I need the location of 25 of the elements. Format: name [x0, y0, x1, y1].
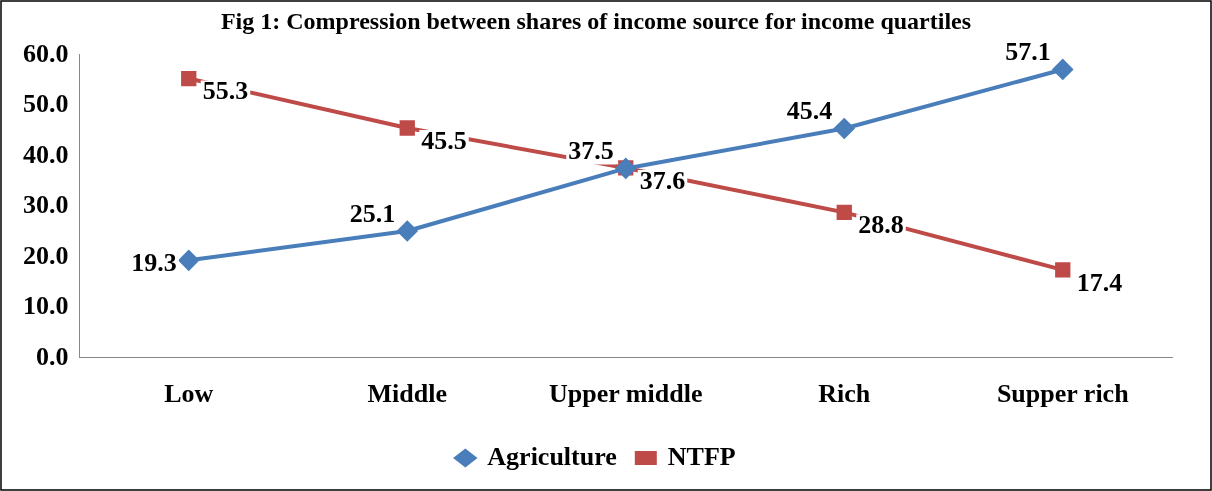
x-tick-label: Rich — [818, 379, 871, 409]
x-tick-label: Upper middle — [549, 379, 703, 409]
y-tick-label: 60.0 — [23, 38, 69, 68]
data-label: 45.5 — [421, 125, 467, 155]
y-tick-label: 10.0 — [23, 291, 69, 321]
x-tick-label: Supper rich — [996, 379, 1130, 409]
x-tick-label: Middle — [367, 379, 447, 409]
data-label: 45.4 — [786, 96, 833, 126]
x-tick-label: Low — [164, 379, 214, 409]
legend-label: Agriculture — [487, 441, 617, 471]
data-label: 25.1 — [349, 198, 396, 228]
data-label: 17.4 — [1076, 267, 1123, 297]
y-tick-label: 40.0 — [23, 139, 69, 169]
y-tick-label: 50.0 — [23, 89, 69, 119]
data-label: 57.1 — [1005, 37, 1051, 67]
y-tick-label: 0.0 — [36, 341, 69, 371]
data-label: 37.6 — [639, 165, 686, 195]
legend-label: NTFP — [667, 441, 736, 471]
data-label: 28.8 — [858, 210, 904, 240]
chart-title: Fig 1: Compression between shares of income source for income quartiles — [220, 7, 972, 34]
y-tick-label: 20.0 — [23, 240, 69, 270]
y-tick-label: 30.0 — [23, 190, 69, 220]
data-label: 37.5 — [568, 136, 614, 166]
data-label: 19.3 — [131, 248, 177, 278]
data-label: 55.3 — [202, 76, 249, 106]
